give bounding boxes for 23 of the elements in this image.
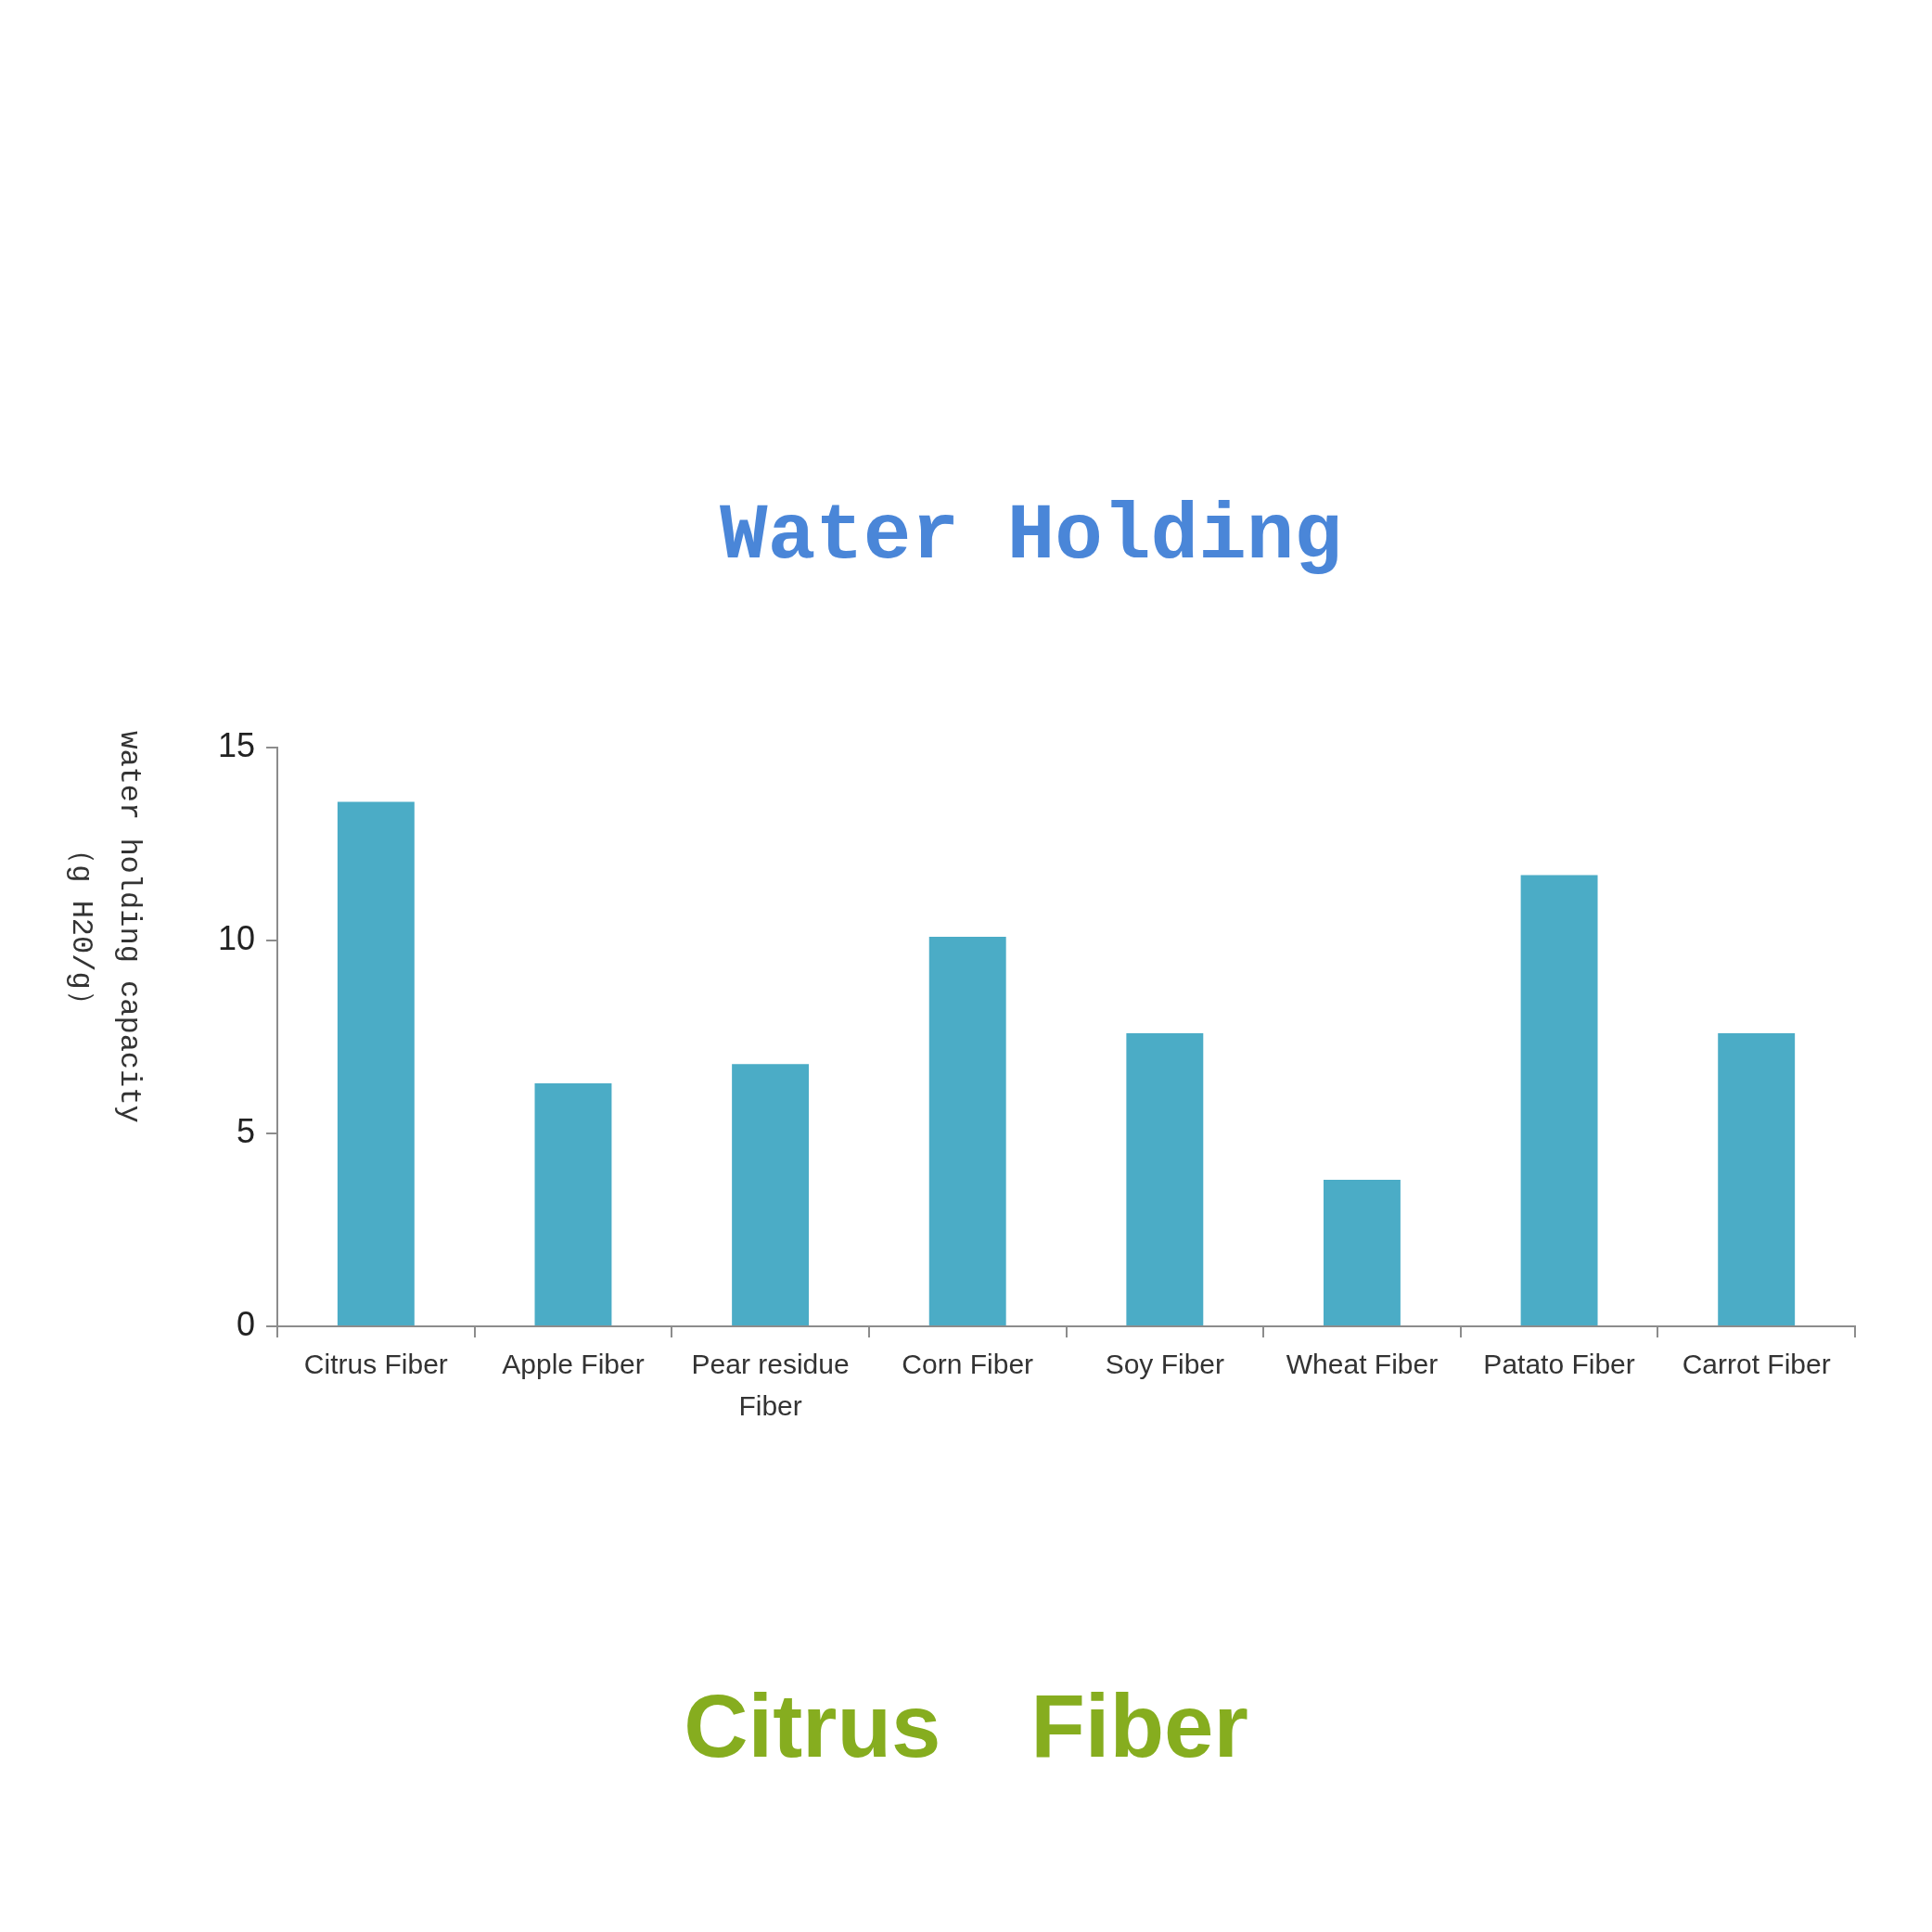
bar: [928, 936, 1006, 1325]
bar: [1126, 1032, 1204, 1325]
x-tick-label: Citrus Fiber: [303, 1348, 448, 1379]
bar: [1520, 875, 1598, 1325]
chart-title: Water Holding: [720, 491, 1342, 582]
bar: [534, 1083, 612, 1325]
text: Citrus Fiber: [683, 1676, 1249, 1775]
y-axis-title: water holding capacity （g H20/g）: [63, 731, 147, 1123]
bar: [1718, 1032, 1796, 1325]
bar: [1323, 1179, 1401, 1325]
x-tick-label: Wheat Fiber: [1286, 1348, 1439, 1379]
x-tick-label: Apple Fiber: [502, 1348, 645, 1379]
x-tick-label: Patato Fiber: [1483, 1348, 1635, 1379]
x-tick-label: Carrot Fiber: [1682, 1348, 1831, 1379]
x-tick-label: Corn Fiber: [902, 1348, 1034, 1379]
x-tick-label: Pear residue Fiber: [691, 1348, 850, 1421]
x-tick-label: Soy Fiber: [1105, 1348, 1225, 1379]
y-tick-label: 10: [218, 919, 256, 958]
bar: [337, 801, 415, 1325]
y-tick-label: 15: [218, 726, 256, 765]
bar: [732, 1064, 810, 1325]
y-tick-label: 0: [237, 1304, 256, 1343]
y-tick-label: 5: [237, 1111, 256, 1150]
